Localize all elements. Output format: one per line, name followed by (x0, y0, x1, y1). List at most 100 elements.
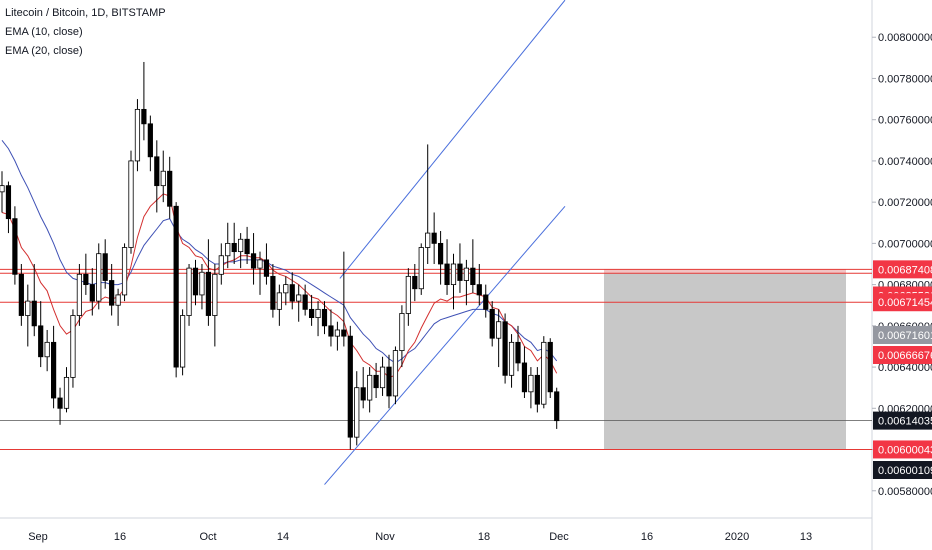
price-tick-label: 0.00800000 (878, 32, 932, 44)
candle-body (102, 253, 108, 281)
candle-body (25, 300, 31, 316)
price-tick-label: 0.00820000 (878, 0, 932, 3)
candle-body (12, 218, 18, 275)
candle-body (483, 294, 489, 310)
candle-body (431, 232, 437, 244)
price-tag[interactable] (873, 260, 932, 279)
candle-body (547, 341, 553, 393)
candle-body (250, 253, 257, 269)
candle-body (521, 362, 528, 393)
ema20-line (1, 139, 558, 364)
price-tag-label: 0.00600043 (878, 444, 932, 456)
candle-body (44, 341, 50, 358)
candle-body (141, 108, 147, 125)
candle-body (528, 374, 534, 393)
candle-body (199, 271, 205, 296)
candle-body (463, 267, 470, 281)
candle-body (263, 259, 270, 277)
candle-body (57, 397, 63, 409)
stop-loss-zone[interactable] (604, 269, 846, 274)
candle-body (179, 315, 186, 368)
candle-body (315, 308, 321, 319)
candle-body (508, 341, 515, 376)
candle-body (302, 294, 308, 310)
price-tick-label: 0.00780000 (878, 73, 932, 85)
ema20-legend[interactable]: EMA (20, close) (5, 45, 83, 57)
candle-body (554, 391, 560, 422)
price-tick-label: 0.00720000 (878, 197, 932, 209)
candle-body (109, 280, 115, 306)
candle-body (334, 329, 341, 337)
candle-body (51, 341, 57, 399)
candle-body (128, 160, 134, 248)
candle-body (296, 294, 302, 302)
price-tick-label: 0.00760000 (878, 115, 932, 127)
candle-body (534, 374, 540, 405)
price-tick-label: 0.00580000 (878, 486, 932, 498)
candle-body (412, 275, 418, 290)
candle-body (167, 170, 173, 207)
price-tag-label: 0.00666676 (878, 350, 932, 362)
candle-body (347, 335, 353, 438)
candle-body (392, 350, 399, 397)
candle-body (192, 267, 199, 296)
price-tick-label: 0.00700000 (878, 238, 932, 250)
candle-body (121, 247, 128, 296)
candle-body (437, 242, 444, 265)
candle-body (270, 275, 276, 310)
candle-body (276, 292, 282, 310)
price-tag[interactable] (873, 293, 932, 312)
candle-body (360, 387, 366, 401)
time-tick-label: 2020 (725, 531, 749, 543)
candle-body (418, 247, 424, 290)
candle-body (83, 273, 89, 286)
price-tag-label: 0.00671601 (878, 330, 932, 342)
time-tick-label: Dec (549, 531, 569, 543)
candle-body (173, 205, 179, 368)
candle-body (147, 123, 153, 158)
candle-body (444, 263, 450, 286)
candle-body (238, 238, 244, 253)
candle-body (63, 376, 70, 409)
candle-body (328, 325, 334, 337)
candle-body (289, 284, 295, 302)
candle-body (244, 238, 250, 255)
candle-body (115, 294, 121, 306)
price-tag[interactable] (873, 326, 932, 344)
price-tick-label: 0.00740000 (878, 156, 932, 168)
price-tag[interactable] (873, 411, 932, 430)
channel-lower-line[interactable] (324, 205, 566, 485)
candle-body (70, 315, 76, 378)
time-tick-label: 16 (641, 531, 653, 543)
channel-upper-line[interactable] (339, 0, 566, 279)
candle-body (476, 284, 482, 296)
symbol-title[interactable]: Litecoin / Bitcoin, 1D, BITSTAMP (5, 7, 166, 19)
candle-body (489, 308, 495, 339)
price-tag[interactable] (873, 346, 932, 364)
price-tag[interactable] (873, 461, 932, 479)
price-tag[interactable] (873, 440, 932, 459)
price-tag-label: 0.00687408 (878, 264, 932, 276)
candle-body (231, 242, 237, 253)
candle-body (160, 170, 166, 187)
time-tick-label: Oct (199, 531, 216, 543)
candle-body (18, 273, 24, 316)
candle-body (502, 321, 508, 376)
profit-target-zone[interactable] (604, 273, 846, 450)
candle-body (405, 275, 411, 314)
time-tick-label: 16 (114, 531, 126, 543)
price-tag-label: 0.00671454 (878, 297, 932, 309)
candle-body (379, 366, 386, 389)
candle-body (225, 242, 231, 257)
candle-body (154, 156, 160, 187)
price-tag-label: 0.00614035 (878, 416, 932, 428)
candle-body (283, 284, 289, 294)
time-tick-label: Sep (28, 531, 48, 543)
ema10-legend[interactable]: EMA (10, close) (5, 26, 83, 38)
ema10-line (1, 193, 558, 378)
candle-body (218, 255, 224, 275)
candle-body (470, 267, 476, 286)
time-tick-label: 13 (800, 531, 812, 543)
candle-body (89, 284, 95, 302)
